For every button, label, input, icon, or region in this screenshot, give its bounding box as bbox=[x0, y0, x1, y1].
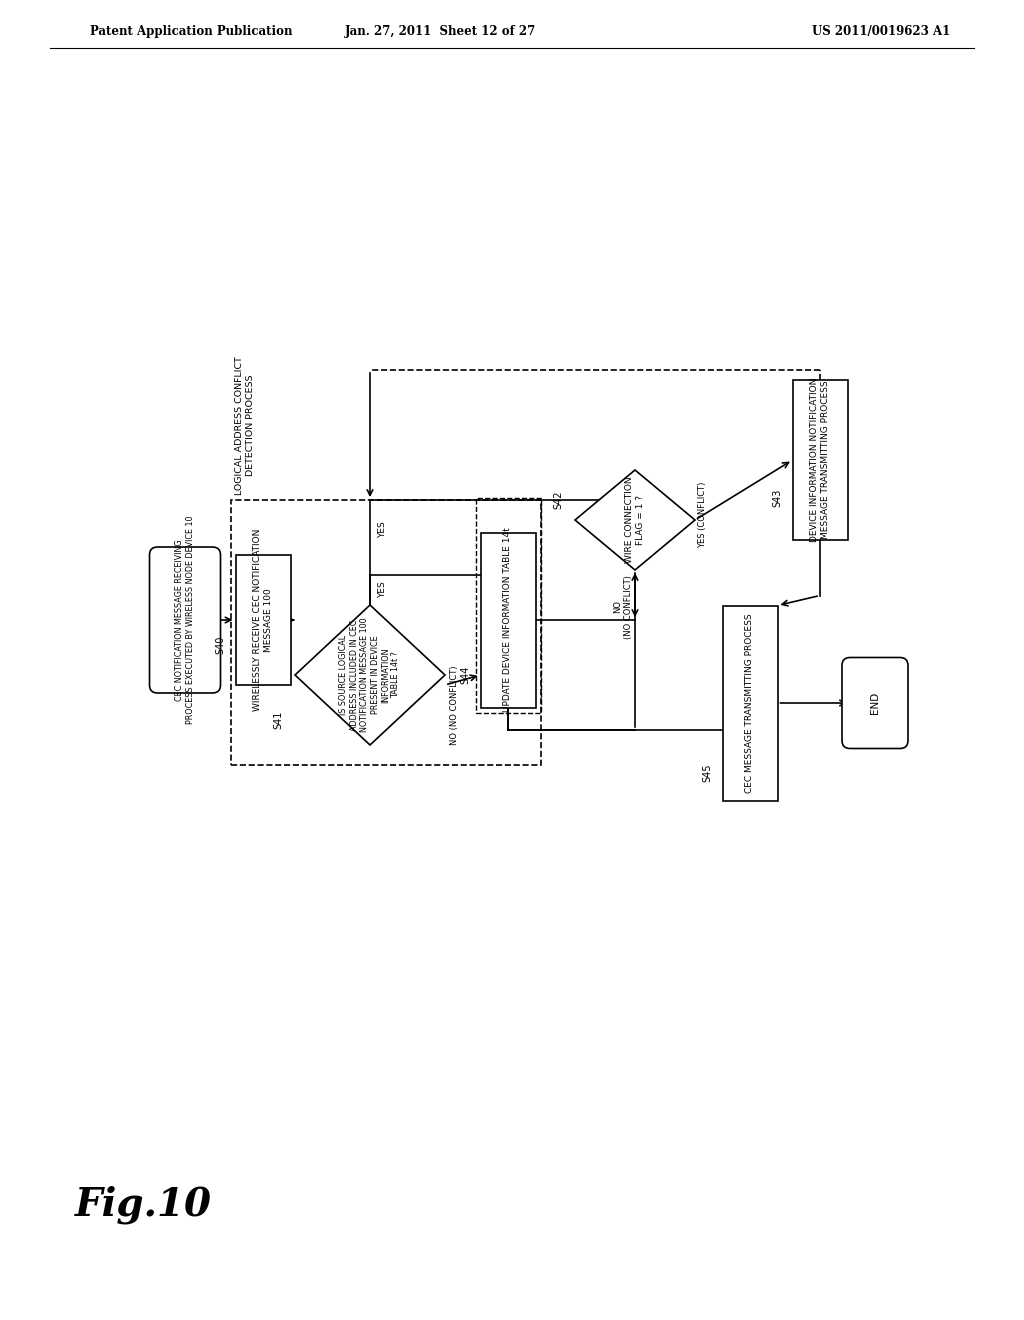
Text: NO
(NO CONFLICT): NO (NO CONFLICT) bbox=[613, 576, 633, 639]
Text: WIRELESSLY RECEIVE CEC NOTIFICATION
MESSAGE 100: WIRELESSLY RECEIVE CEC NOTIFICATION MESS… bbox=[253, 529, 272, 711]
Text: S45: S45 bbox=[702, 764, 713, 783]
Bar bbox=[236, 554, 291, 685]
Text: NO (NO CONFLICT): NO (NO CONFLICT) bbox=[450, 665, 459, 744]
Text: DEVICE INFORMATION NOTIFICATION
MESSAGE TRANSMITTING PROCESS: DEVICE INFORMATION NOTIFICATION MESSAGE … bbox=[810, 378, 829, 543]
Text: S44: S44 bbox=[461, 665, 470, 684]
Bar bbox=[230, 500, 541, 766]
Text: US 2011/0019623 A1: US 2011/0019623 A1 bbox=[812, 25, 950, 38]
Bar bbox=[793, 380, 848, 540]
Text: S42: S42 bbox=[553, 491, 563, 510]
Text: Jan. 27, 2011  Sheet 12 of 27: Jan. 27, 2011 Sheet 12 of 27 bbox=[344, 25, 536, 38]
Text: CEC MESSAGE TRANSMITTING PROCESS: CEC MESSAGE TRANSMITTING PROCESS bbox=[745, 614, 755, 793]
Text: YES: YES bbox=[378, 582, 387, 598]
FancyBboxPatch shape bbox=[842, 657, 908, 748]
FancyBboxPatch shape bbox=[150, 546, 220, 693]
Bar bbox=[723, 606, 777, 800]
Text: LOGICAL ADDRESS CONFLICT
DETECTION PROCESS: LOGICAL ADDRESS CONFLICT DETECTION PROCE… bbox=[236, 356, 255, 495]
Text: IS SOURCE LOGICAL
ADDRESS INCLUDED IN CEC
NOTIFICATION MESSAGE 100
PRESENT IN DE: IS SOURCE LOGICAL ADDRESS INCLUDED IN CE… bbox=[340, 618, 400, 733]
Text: YES: YES bbox=[378, 521, 387, 539]
Text: WIRE CONNECTION
FLAG = 1 ?: WIRE CONNECTION FLAG = 1 ? bbox=[626, 477, 645, 564]
Polygon shape bbox=[575, 470, 695, 570]
Text: S40: S40 bbox=[215, 636, 225, 655]
Text: YES (CONFLICT): YES (CONFLICT) bbox=[698, 482, 707, 548]
Bar bbox=[480, 532, 536, 708]
Text: Patent Application Publication: Patent Application Publication bbox=[90, 25, 293, 38]
Text: Fig.10: Fig.10 bbox=[75, 1185, 212, 1224]
Text: S43: S43 bbox=[772, 488, 782, 507]
Text: CEC NOTIFICATION MESSAGE RECEIVING
PROCESS EXECUTED BY WIRELESS NODE DEVICE 10: CEC NOTIFICATION MESSAGE RECEIVING PROCE… bbox=[175, 516, 195, 725]
Text: UPDATE DEVICE INFORMATION TABLE 14t: UPDATE DEVICE INFORMATION TABLE 14t bbox=[504, 528, 512, 713]
Text: END: END bbox=[870, 692, 880, 714]
Bar bbox=[475, 498, 541, 713]
Text: S41: S41 bbox=[273, 710, 283, 729]
Polygon shape bbox=[295, 605, 445, 744]
